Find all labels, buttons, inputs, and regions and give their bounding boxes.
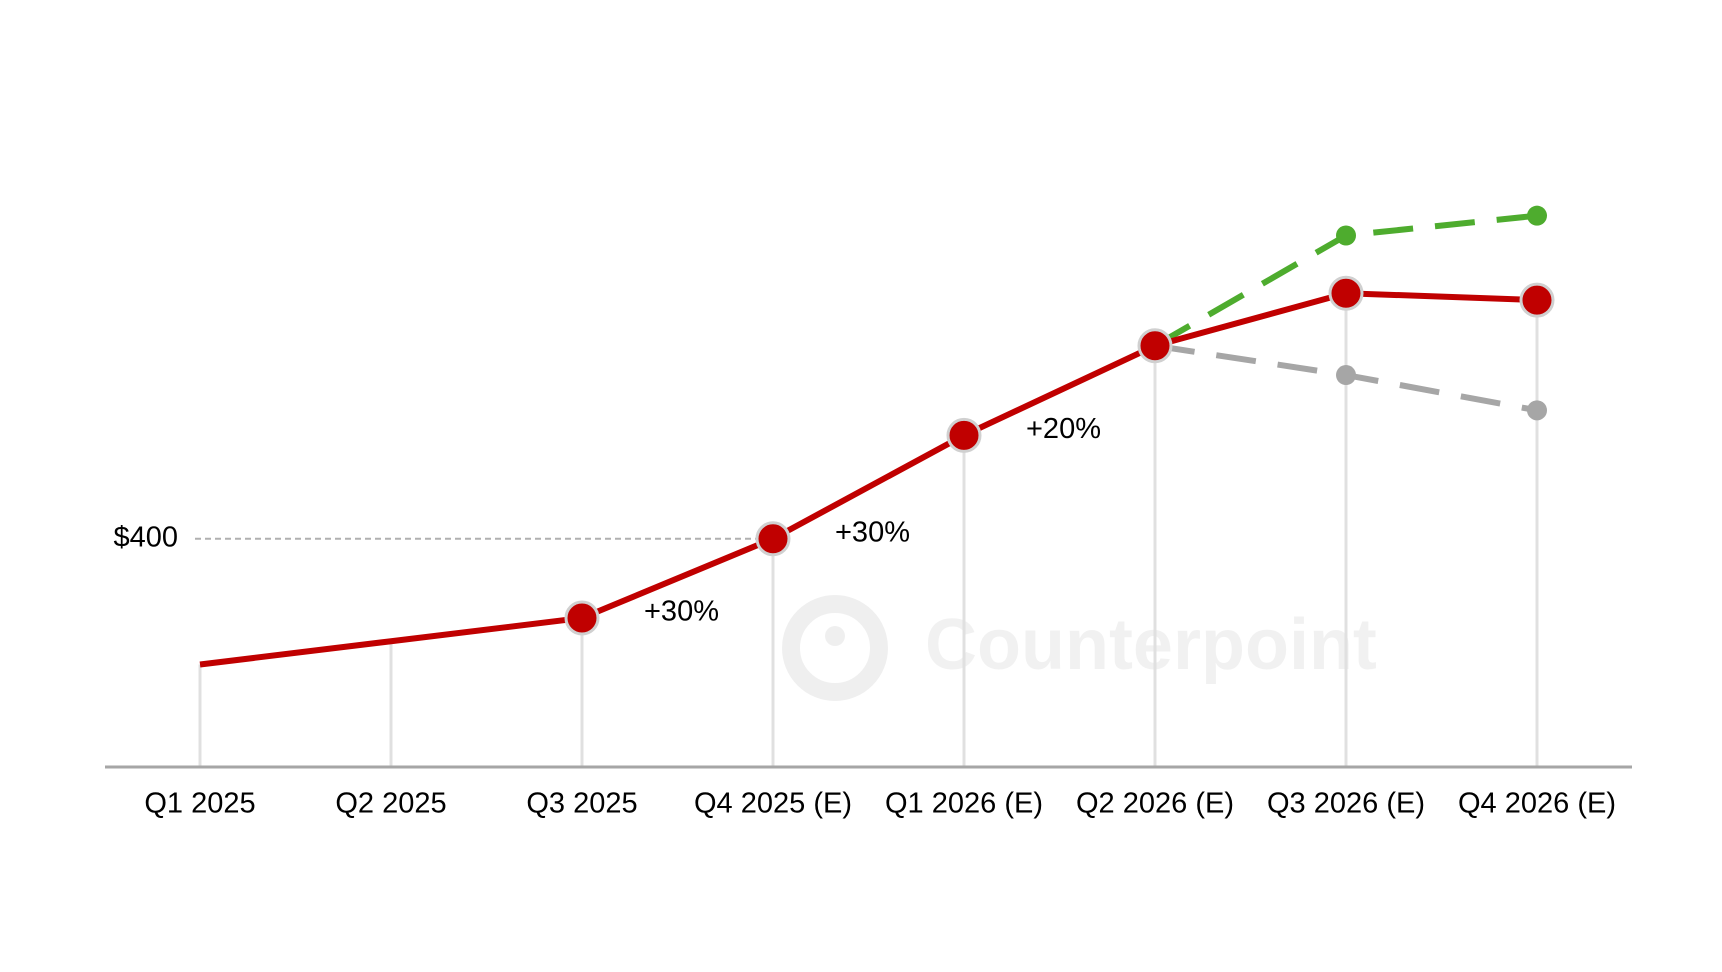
data-point: [1328, 275, 1364, 311]
x-tick-label: Q4 2025 (E): [694, 788, 852, 820]
x-tick-label: Q2 2025: [335, 788, 446, 820]
x-tick-label: Q3 2026 (E): [1267, 788, 1425, 820]
watermark-logo: [782, 595, 888, 701]
annotation: +30%: [835, 516, 910, 548]
x-tick-label: Q2 2026 (E): [1076, 788, 1234, 820]
x-tick-label: Q1 2025: [144, 788, 255, 820]
data-point: [564, 600, 600, 636]
data-point: [1336, 365, 1356, 386]
data-point: [1527, 205, 1547, 226]
annotation: +20%: [1026, 413, 1101, 445]
y-tick-label: $400: [113, 521, 178, 553]
data-point: [1527, 400, 1547, 421]
data-point: [755, 521, 791, 557]
series-line: [199, 290, 1538, 668]
data-point: [1519, 282, 1555, 318]
watermark: Counterpoint: [925, 605, 1377, 685]
x-tick-label: Q4 2026 (E): [1458, 788, 1616, 820]
data-point: [946, 417, 982, 453]
data-point: [1336, 225, 1356, 246]
x-tick-label: Q1 2026 (E): [885, 788, 1043, 820]
x-tick-label: Q3 2025: [526, 788, 637, 820]
annotation: +30%: [644, 596, 719, 628]
data-point: [1137, 328, 1173, 364]
